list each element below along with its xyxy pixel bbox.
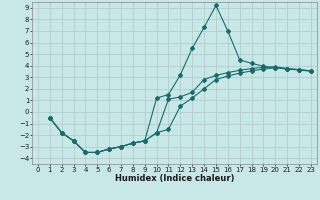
X-axis label: Humidex (Indice chaleur): Humidex (Indice chaleur)	[115, 174, 234, 183]
